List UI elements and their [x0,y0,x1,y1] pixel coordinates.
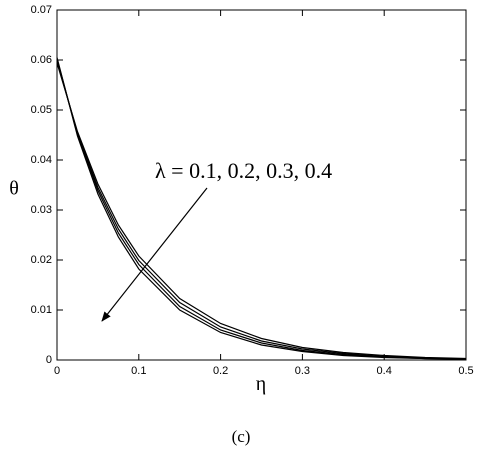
y-tick-label: 0.05 [31,104,52,116]
data-line [56,57,467,360]
y-tick-label: 0.04 [31,154,52,166]
y-tick-label: 0.07 [31,4,52,16]
y-tick-label: 0.03 [31,204,52,216]
x-tick-label: 0.1 [131,365,146,377]
y-tick-label: 0.06 [31,54,52,66]
x-tick-label: 0.5 [458,365,473,377]
x-tick-label: 0.2 [213,365,228,377]
caption: (c) [232,427,251,446]
y-tick-label: 0.02 [31,254,52,266]
plot-frame [56,9,467,361]
y-axis-label: θ [9,178,19,200]
y-tick-label: 0.01 [31,304,52,316]
x-tick-label: 0 [54,365,60,377]
x-axis-label: η [256,373,266,395]
x-tick-label: 0.3 [295,365,310,377]
data-line [56,58,467,360]
data-line [56,62,467,360]
data-line [56,60,467,360]
annotation-arrow [101,187,208,322]
x-tick-label: 0.4 [377,365,392,377]
y-tick-label: 0 [46,354,52,366]
annotation: λ = 0.1, 0.2, 0.3, 0.4 [155,158,332,183]
